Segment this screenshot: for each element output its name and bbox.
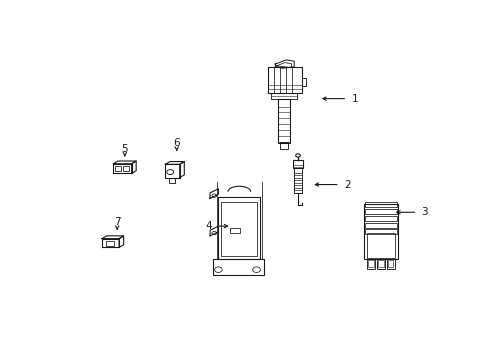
Bar	[229, 228, 240, 233]
Bar	[115, 166, 121, 171]
Bar	[365, 229, 396, 234]
Bar	[386, 258, 394, 269]
Bar	[123, 166, 129, 171]
Bar	[212, 260, 264, 275]
Text: 1: 1	[351, 94, 357, 104]
Bar	[366, 233, 395, 258]
Bar	[365, 202, 396, 207]
Bar	[165, 164, 180, 177]
Bar	[279, 143, 287, 149]
Text: 7: 7	[114, 217, 120, 227]
Bar	[293, 168, 302, 193]
Bar	[364, 204, 398, 260]
Bar	[365, 222, 396, 228]
Text: 4: 4	[205, 221, 212, 231]
Bar	[218, 197, 260, 260]
Bar	[267, 67, 301, 93]
Text: 2: 2	[343, 180, 350, 190]
Bar	[301, 78, 305, 86]
Bar	[365, 216, 396, 221]
Text: 5: 5	[121, 144, 128, 153]
Bar	[378, 260, 383, 267]
Bar	[221, 202, 257, 256]
Text: 6: 6	[173, 138, 180, 148]
Bar	[365, 209, 396, 214]
Bar	[366, 258, 374, 269]
Bar	[270, 93, 297, 99]
Bar	[105, 240, 114, 246]
Bar	[293, 160, 302, 168]
Bar	[387, 260, 393, 267]
Bar	[368, 260, 373, 267]
Text: 3: 3	[421, 207, 427, 217]
Bar	[376, 258, 384, 269]
Bar	[277, 99, 289, 143]
